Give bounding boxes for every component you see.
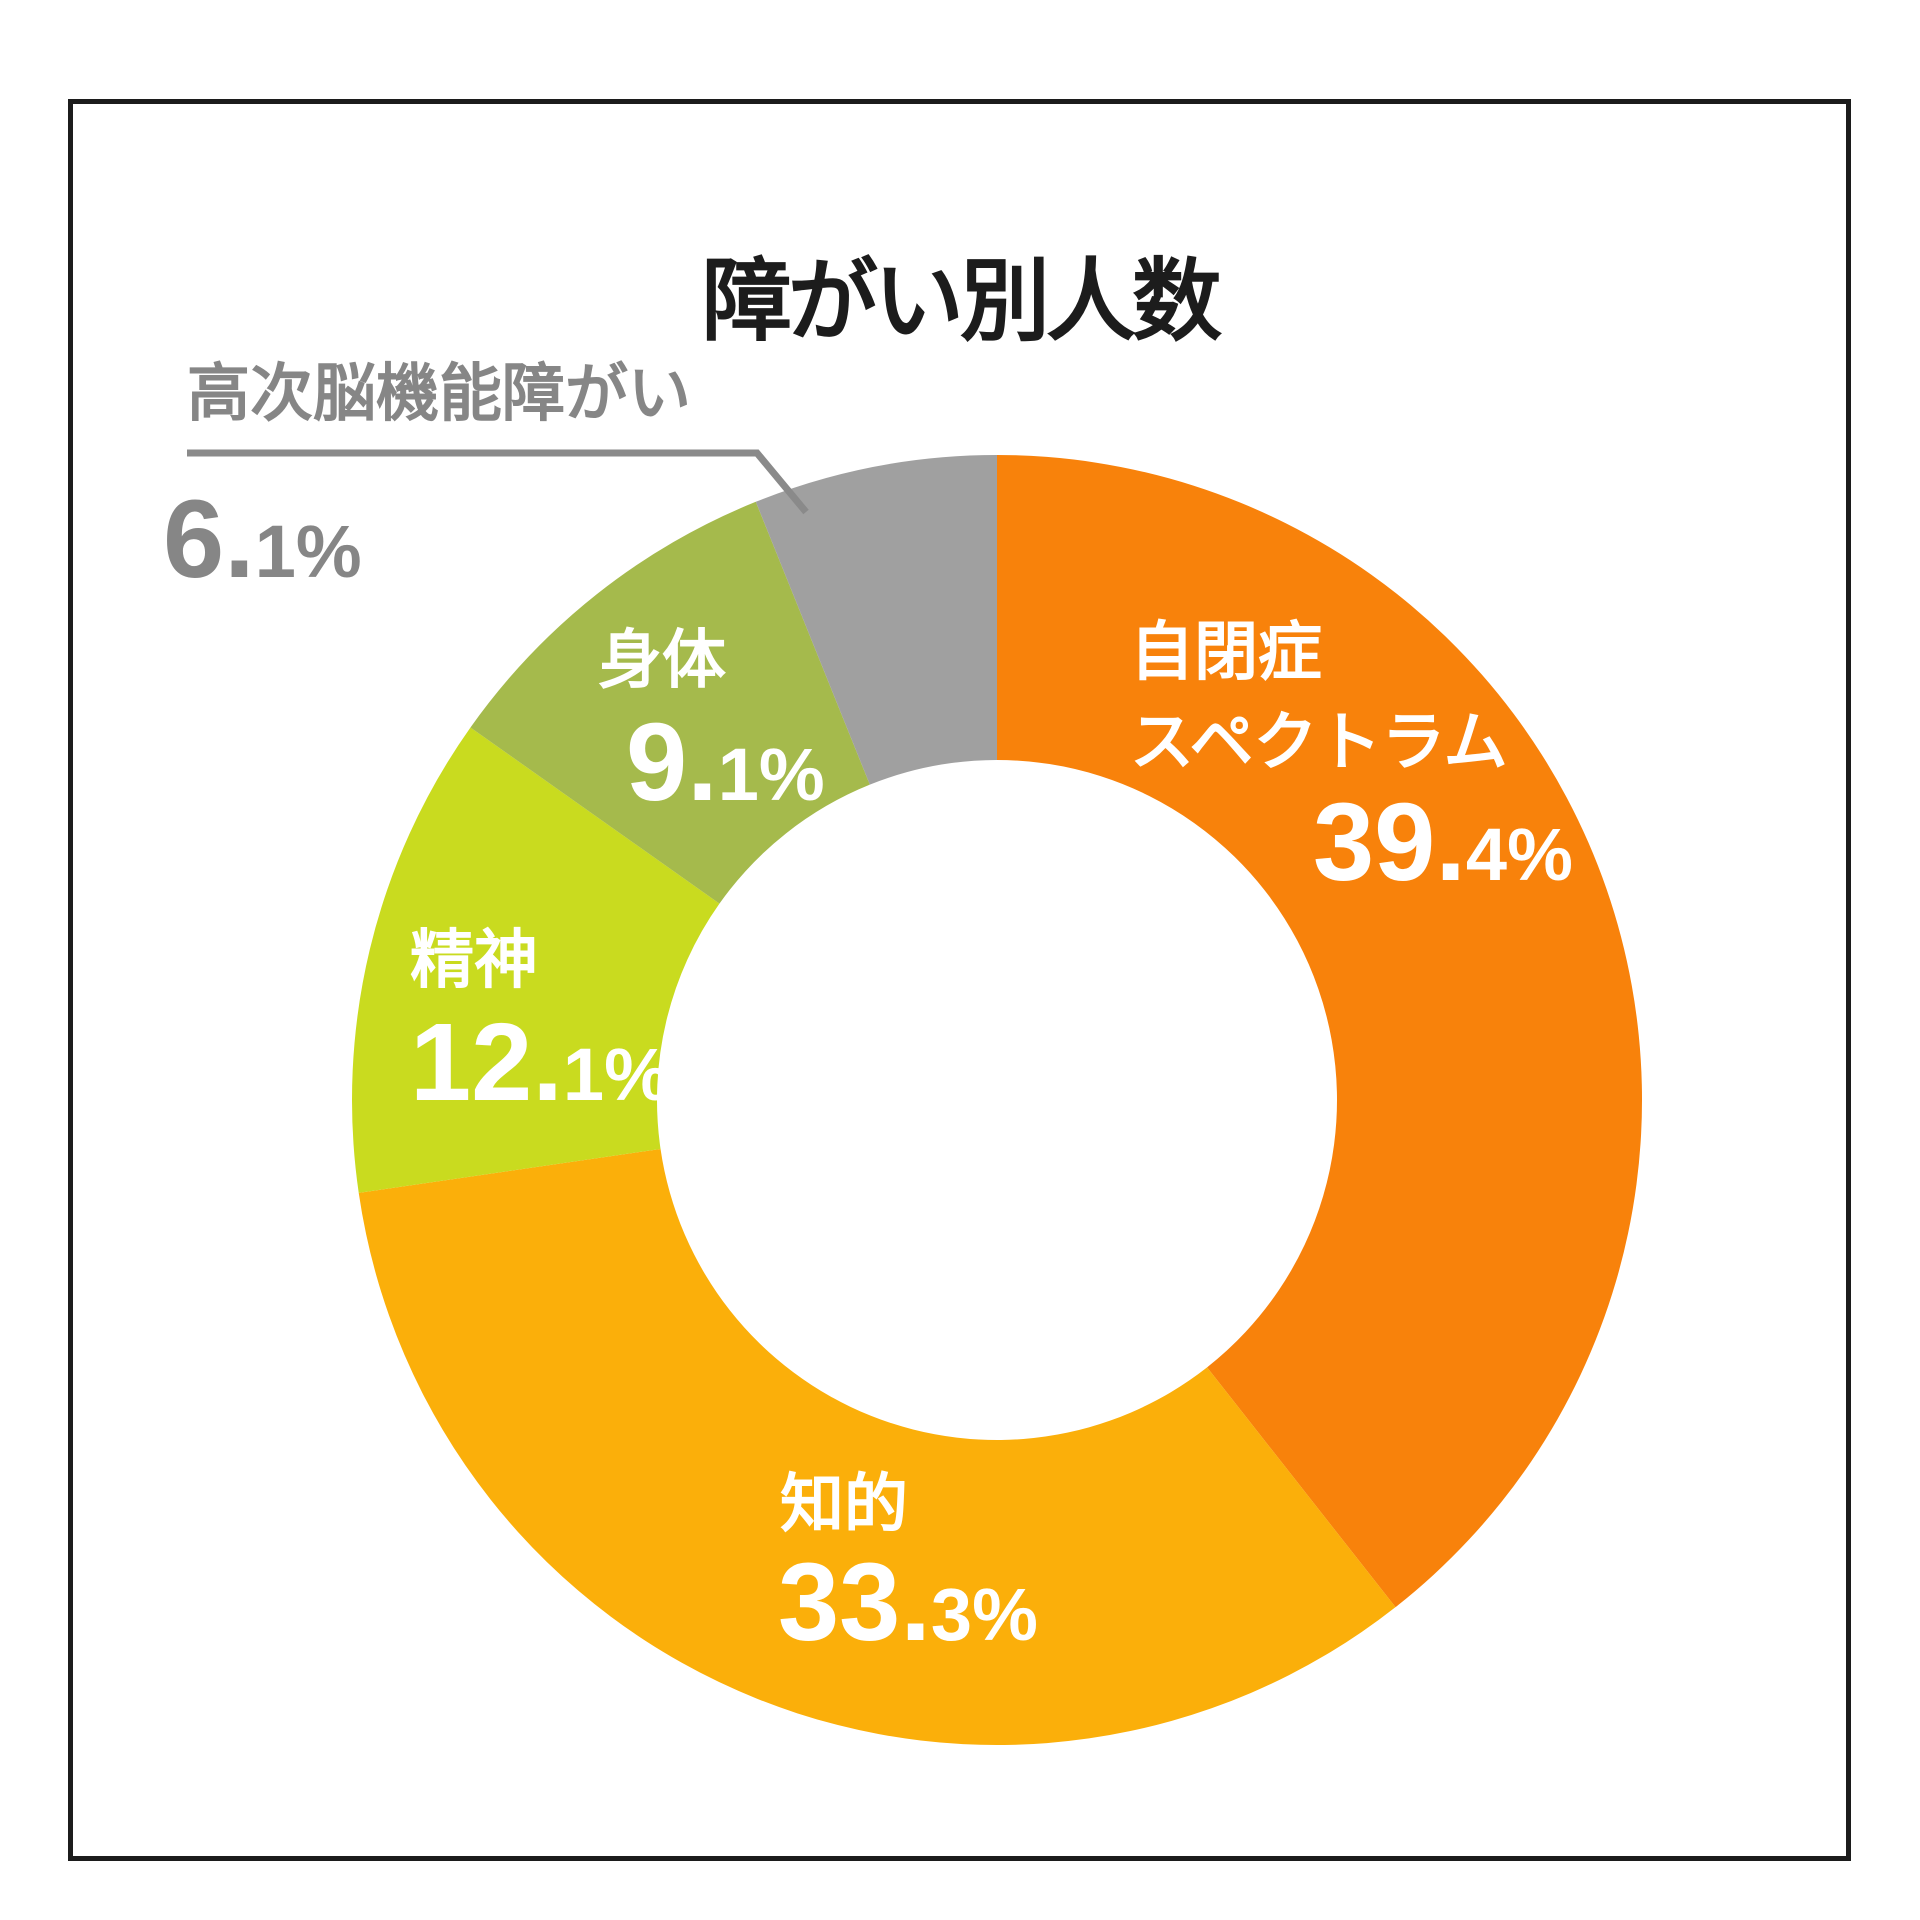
chart-title: 障がい別人数: [702, 252, 1222, 352]
slice-label-autism-spectrum: 自閉症 スペクトラム: [1130, 608, 1508, 787]
slice-percent-intellectual: 33.3%: [778, 1548, 1038, 1658]
figure-border-frame: [68, 99, 1851, 1861]
percent-main: 33.: [778, 1541, 931, 1664]
slice-percent-autism-spectrum: 39.4%: [1313, 788, 1573, 898]
percent-rest: 1%: [562, 1033, 670, 1116]
percent-main: 6.: [163, 478, 255, 601]
percent-main: 9.: [626, 701, 718, 824]
slice-label-intellectual: 知的: [780, 1468, 908, 1540]
pie-slice-3: [470, 501, 870, 904]
pie-slice-1: [358, 1148, 1396, 1746]
percent-rest: 4%: [1465, 813, 1573, 896]
callout-leader-line: [187, 449, 809, 515]
percent-main: 12.: [410, 1001, 563, 1124]
slice-label-line: 自閉症: [1130, 616, 1322, 688]
slice-percent-mental: 12.1%: [410, 1008, 670, 1118]
pie-slice-4: [755, 455, 997, 785]
slice-label-higher-brain-dysfunction: 高次脳機能障がい: [187, 359, 691, 429]
pie-slice-0: [997, 455, 1643, 1608]
percent-rest: 1%: [254, 510, 362, 593]
slice-label-line: スペクトラム: [1130, 705, 1508, 778]
donut-slices: [351, 455, 1643, 1746]
slice-percent-higher-brain-dysfunction: 6.1%: [163, 485, 362, 595]
percent-main: 39.: [1313, 781, 1466, 904]
slice-label-mental: 精神: [410, 924, 538, 996]
percent-rest: 3%: [930, 1573, 1038, 1656]
slice-label-physical: 身体: [598, 624, 726, 696]
slice-percent-physical: 9.1%: [626, 708, 825, 818]
pie-slice-2: [351, 727, 720, 1193]
percent-rest: 1%: [717, 733, 825, 816]
